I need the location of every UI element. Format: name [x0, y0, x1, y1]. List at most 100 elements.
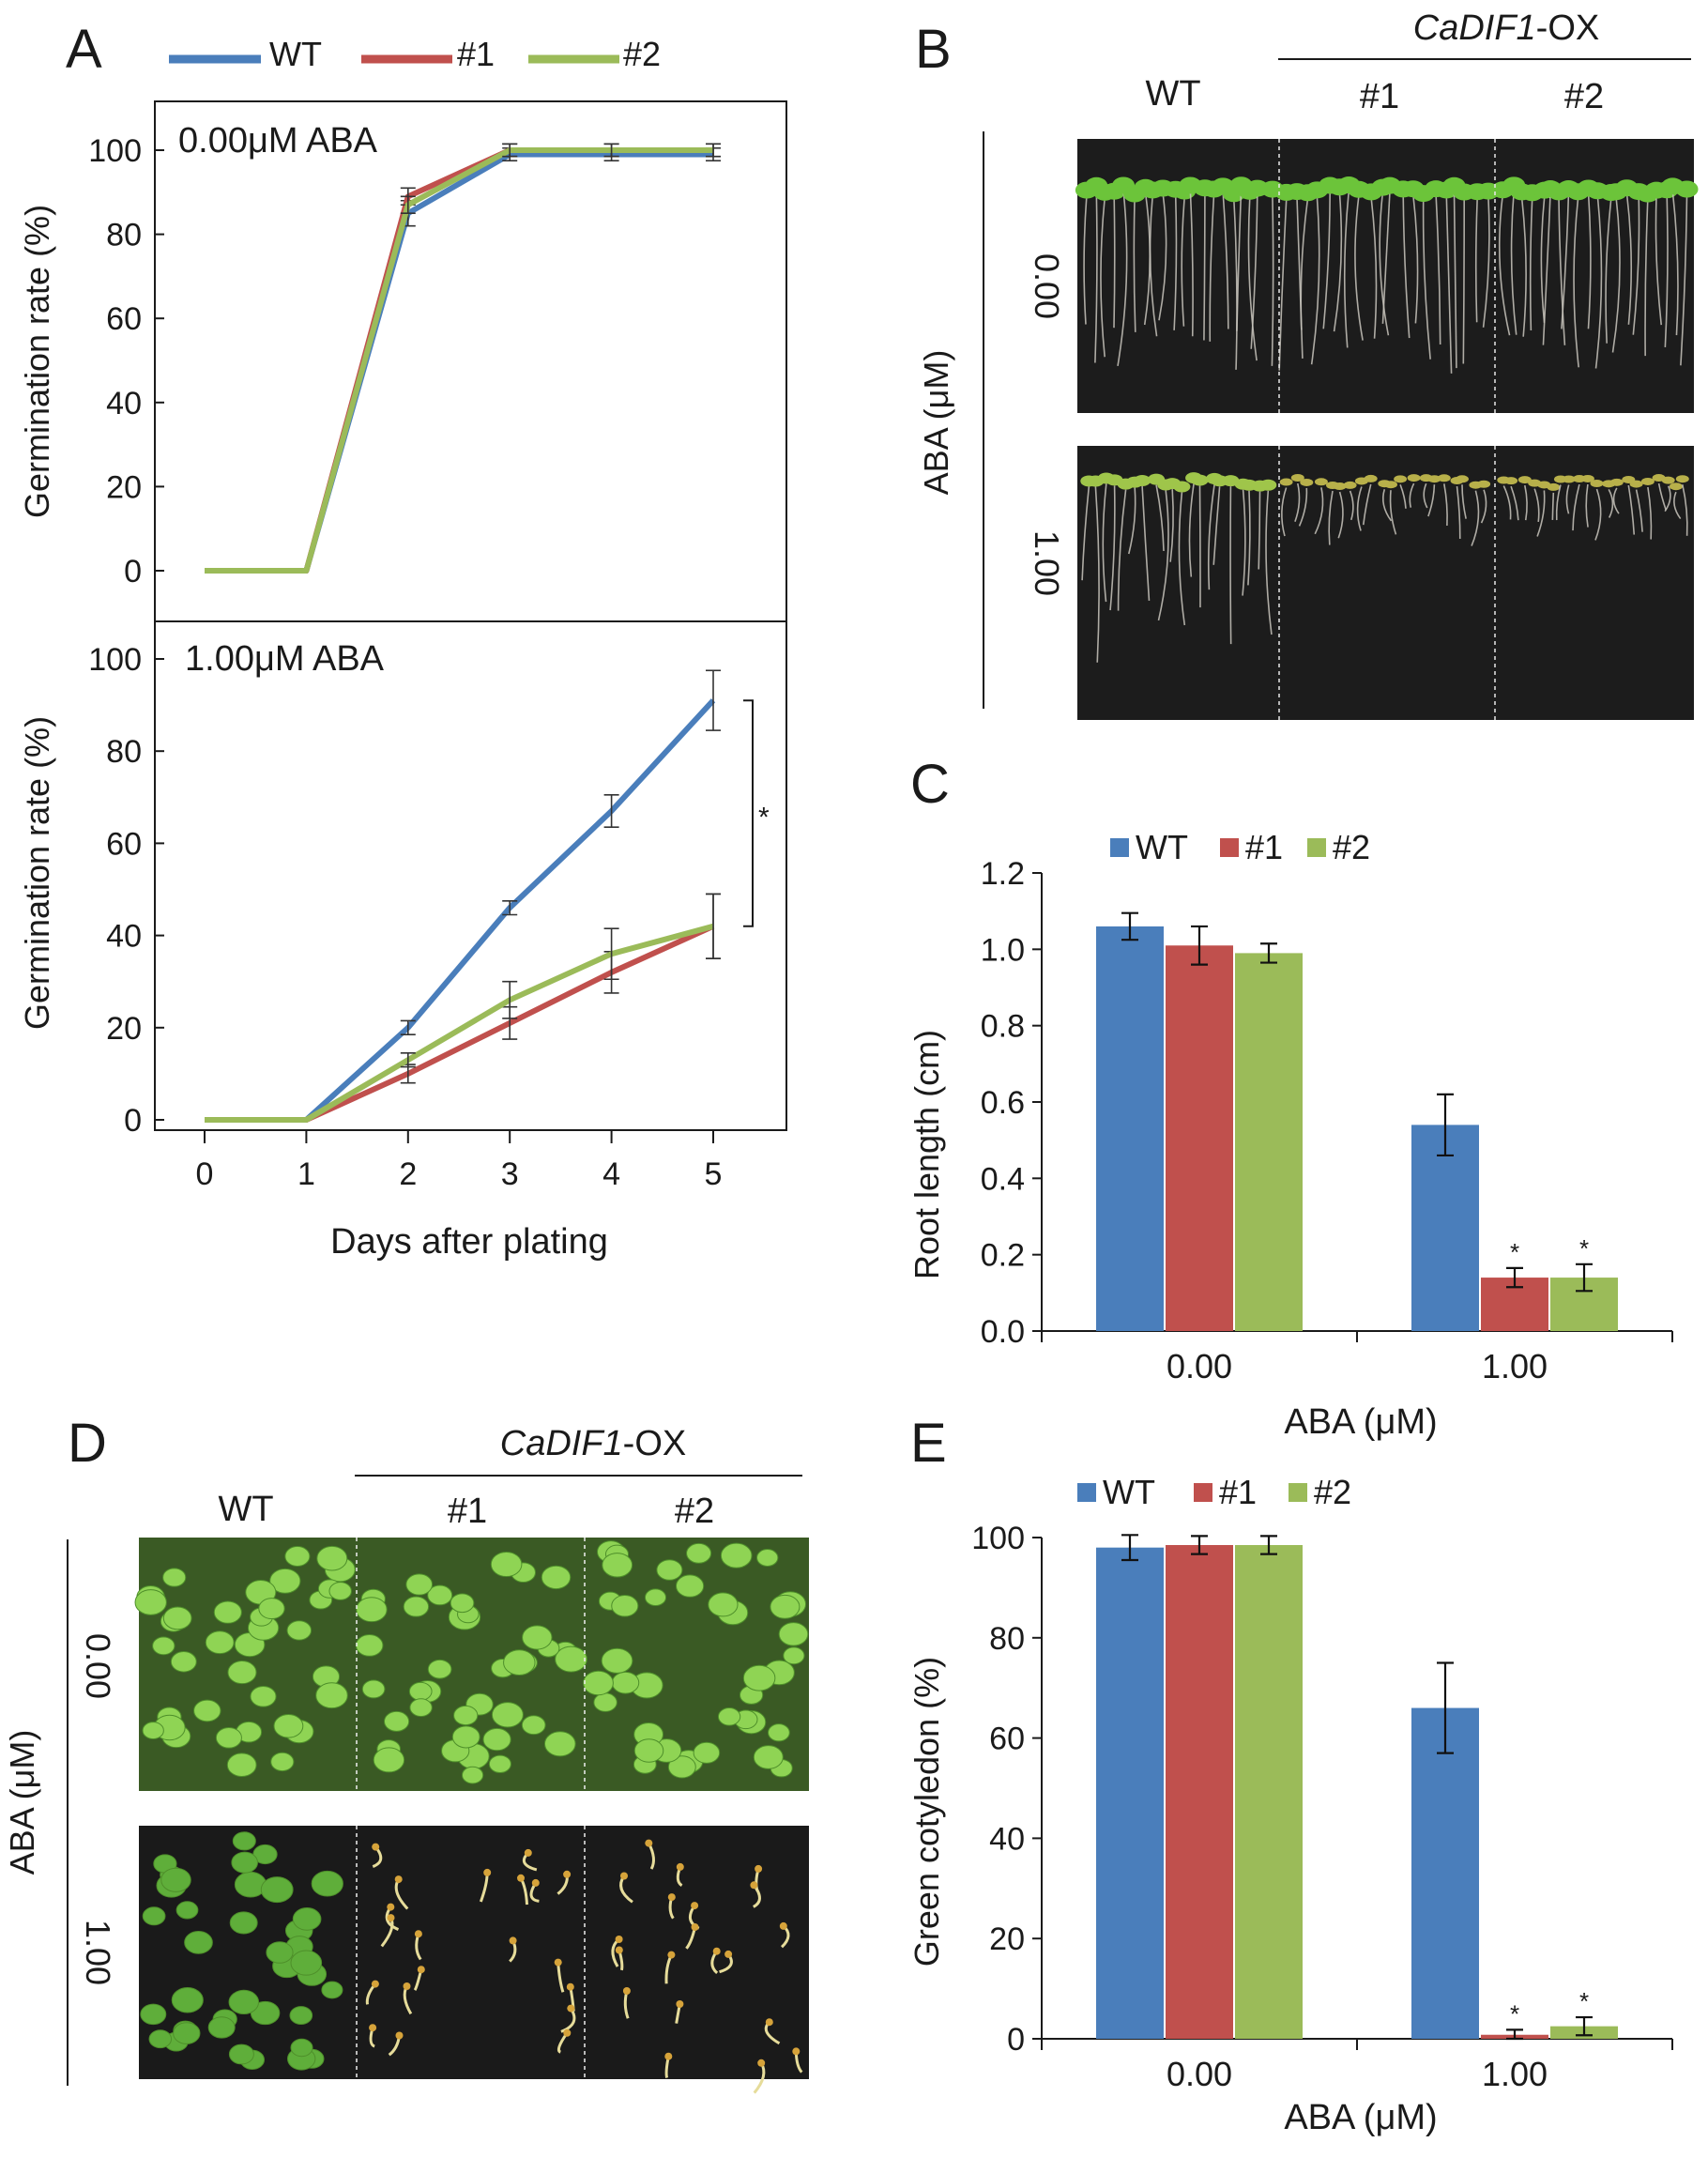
photo-d-seedlings — [134, 1538, 809, 2094]
seed-coat — [395, 2031, 404, 2040]
cotyledon — [1669, 482, 1683, 491]
cotyledon — [286, 1620, 313, 1641]
seed-coat — [567, 2004, 575, 2013]
root — [1212, 486, 1221, 565]
cotyledon — [778, 1622, 809, 1646]
seed-coat — [387, 1914, 395, 1922]
seed-coat — [563, 2028, 572, 2037]
root — [1117, 489, 1127, 611]
chart-a-bottom-title: 1.00μM ABA — [185, 639, 385, 679]
significance-star: * — [1579, 1987, 1589, 2015]
root — [1594, 488, 1602, 541]
root — [1657, 482, 1667, 511]
cotyledon — [451, 1725, 480, 1749]
cotyledon — [290, 2038, 313, 2058]
x-tick-label: 0 — [196, 1156, 214, 1192]
root — [1128, 487, 1136, 555]
root — [1102, 483, 1107, 603]
cotyledon — [611, 1595, 639, 1617]
seed-coat — [563, 1870, 572, 1878]
legend-e-l2-label: #2 — [1314, 1473, 1351, 1511]
y-tick-label: 100 — [971, 1521, 1025, 1556]
y-tick-label: 100 — [88, 642, 142, 678]
cotyledon — [193, 1699, 221, 1722]
x-tick-label: 2 — [399, 1156, 417, 1192]
panel-label-a: A — [66, 19, 102, 80]
root — [1524, 484, 1528, 521]
root — [1644, 199, 1649, 357]
bar-wt — [1411, 1707, 1479, 2039]
significance-bracket — [743, 699, 754, 927]
cotyledon — [427, 1659, 452, 1679]
cotyledon — [611, 1671, 640, 1694]
bar-l2 — [1235, 953, 1303, 1331]
cotyledon — [1675, 475, 1689, 483]
legend-c: WT #1 #2 — [1110, 828, 1370, 866]
cotyledon — [315, 1682, 348, 1709]
cotyledon — [1609, 478, 1624, 486]
y-tick-label: 1.2 — [981, 856, 1025, 892]
series-line-l2 — [205, 923, 714, 1123]
photo-d-group-header: CaDIF1-OX — [500, 1424, 686, 1463]
root — [1083, 195, 1088, 325]
seed-coat — [622, 1987, 631, 1995]
cotyledon — [184, 1931, 213, 1954]
y-tick-label: 60 — [106, 301, 142, 337]
cotyledon — [783, 1646, 805, 1665]
cotyledon — [1343, 481, 1357, 489]
root — [1409, 482, 1415, 508]
root — [1094, 191, 1098, 363]
cotyledon — [273, 1713, 304, 1738]
cotyledon — [228, 2043, 254, 2065]
chart-c-ylabel: Root length (cm) — [907, 1030, 946, 1279]
series-line-wt — [205, 151, 713, 574]
root — [1399, 484, 1407, 509]
root — [1356, 486, 1363, 531]
cotyledon — [488, 1754, 511, 1774]
photo-d-row-0: 0.00 — [79, 1633, 117, 1699]
cotyledon — [1173, 481, 1191, 493]
cotyledon — [1640, 477, 1655, 485]
x-tick-label: 0.00 — [1167, 1347, 1232, 1385]
seed-coat — [676, 1862, 684, 1871]
legend-e-l1-label: #1 — [1219, 1473, 1257, 1511]
photo-b-group-suffix: -OX — [1536, 8, 1600, 48]
legend-c-wt-swatch — [1110, 838, 1129, 857]
photo-b-group-header: CaDIF1-OX — [1413, 8, 1599, 48]
y-tick-label: 0.0 — [981, 1314, 1025, 1350]
cotyledon — [756, 1549, 779, 1567]
cotyledon — [384, 1710, 410, 1732]
y-tick-label: 0 — [1007, 2022, 1025, 2058]
root — [1402, 194, 1411, 339]
y-tick-label: 80 — [106, 734, 142, 770]
seed-coat — [387, 1903, 395, 1911]
bar-wt — [1096, 1547, 1164, 2039]
cotyledon — [1547, 482, 1561, 491]
root — [1236, 191, 1243, 331]
legend-c-l2-swatch — [1307, 838, 1326, 857]
cotyledon — [160, 1867, 191, 1892]
legend-a-l2-label: #2 — [623, 35, 661, 73]
seed-coat — [691, 1923, 699, 1931]
seed-coat — [755, 1864, 763, 1873]
y-tick-label: 80 — [106, 218, 142, 253]
seed-coat — [620, 1872, 628, 1880]
photo-b-col-1: #1 — [1360, 77, 1399, 116]
cotyledon — [541, 1565, 572, 1590]
root — [1555, 484, 1562, 521]
cotyledon — [1134, 475, 1151, 487]
photo-d-col-2: #2 — [675, 1492, 714, 1531]
chart-e-ylabel: Green cotyledon (%) — [907, 1657, 946, 1967]
y-tick-label: 0.4 — [981, 1161, 1025, 1197]
chart-a-bottom: 0 20 40 60 80 100 0 1 2 3 4 5 * — [88, 642, 770, 1192]
root — [1181, 196, 1185, 327]
y-tick-label: 40 — [989, 1821, 1025, 1857]
root — [1379, 192, 1390, 336]
cotyledon — [229, 1911, 258, 1935]
root — [1453, 191, 1457, 369]
cotyledon — [284, 1546, 311, 1567]
cotyledon — [260, 1876, 294, 1904]
cotyledon — [226, 1752, 257, 1778]
root — [1157, 490, 1169, 621]
legend-c-l1-label: #1 — [1245, 828, 1283, 866]
